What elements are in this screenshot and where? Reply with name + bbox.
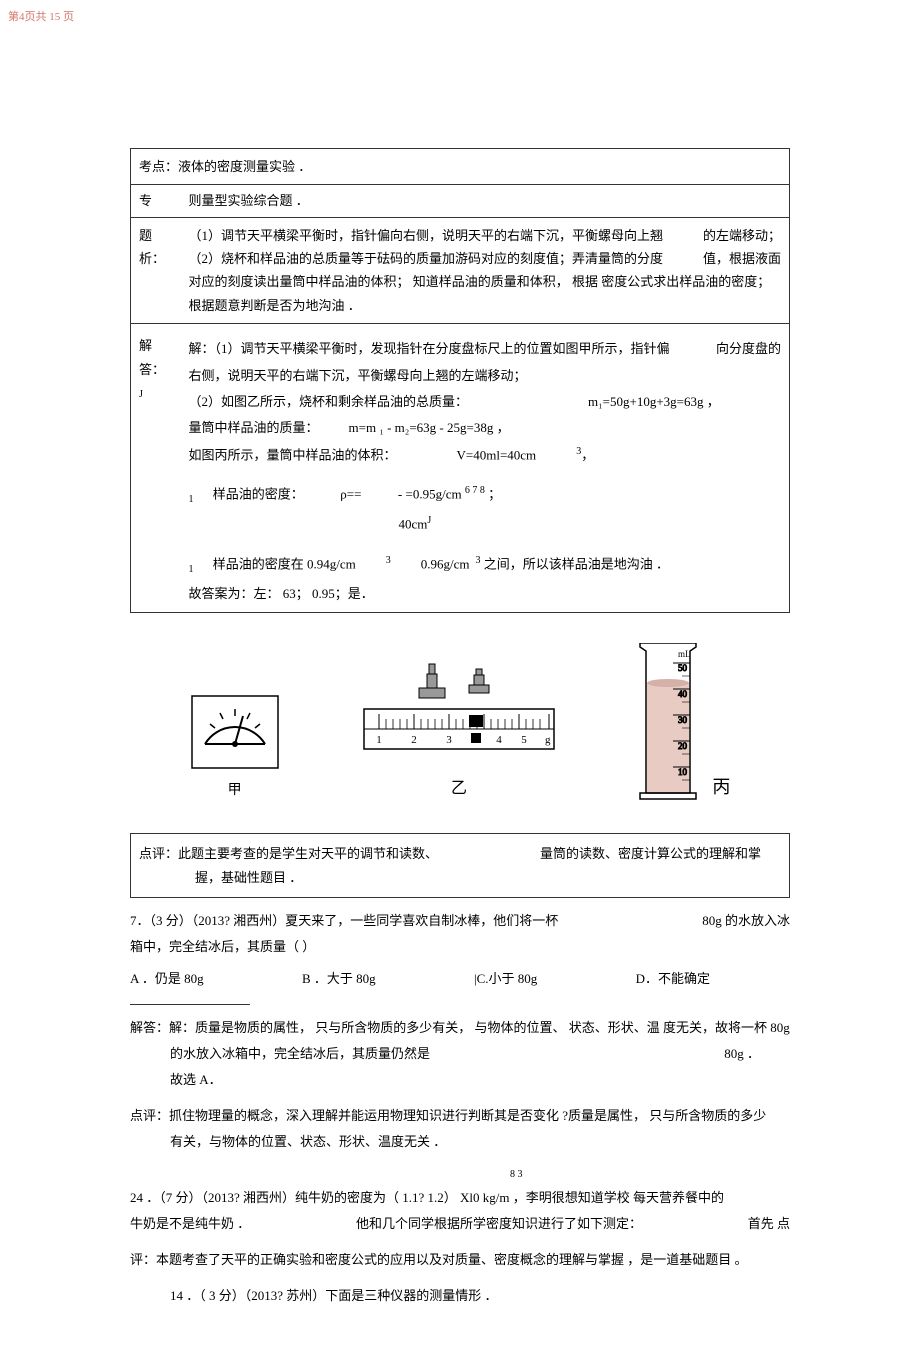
svg-text:30: 30 bbox=[678, 715, 688, 725]
solve-line: （2）如图乙所示，烧杯和剩余样品油的总质量： bbox=[189, 394, 469, 409]
main-content: 考点：液体的密度测量实验 ． 专 则量型实验综合题 ． 题析： （1）调节天平横… bbox=[0, 28, 920, 1309]
figure-jia: 甲 bbox=[190, 694, 280, 803]
svg-text:3: 3 bbox=[446, 734, 452, 746]
marker: 1 bbox=[189, 564, 194, 575]
graduated-cylinder-icon: mL 50 40 30 20 10 bbox=[638, 643, 698, 803]
solution-7: 解答：解：质量是物质的属性， 只与所含物质的多少有关， 与物体的位置、 状态、形… bbox=[130, 1015, 790, 1093]
solve-line: ； bbox=[488, 487, 501, 502]
solve-text: 的水放入冰箱中，完全结冰后，其质量仍然是 bbox=[170, 1041, 430, 1067]
q-text: 24 ．（7 分）（2013? 湘西州）纯牛奶的密度为（ 1.1? 1.2） X… bbox=[130, 1185, 790, 1211]
comment-box-1: 点评：此题主要考查的是学生对天平的调节和读数、 量筒的读数、密度计算公式的理解和… bbox=[130, 833, 790, 898]
analysis-line-suffix: 值，根据液面 bbox=[703, 247, 781, 270]
options-row: A ．仍是 80g B ．大于 80g |C.小于 80g D．不能确定 bbox=[130, 966, 790, 992]
svg-text:40: 40 bbox=[678, 689, 688, 699]
page-number-header: 第4页共 15 页 bbox=[0, 0, 920, 28]
solve-line: ρ== bbox=[340, 487, 361, 502]
q-text: 同学喜欢自制冰棒，他们将一杯 bbox=[376, 913, 558, 928]
solve-line: ， bbox=[581, 447, 594, 462]
comment-text: 有关，与物体的位置、状态、形状、温度无关 ． bbox=[130, 1129, 790, 1155]
solve-line: V=40ml=40cm bbox=[457, 447, 537, 462]
solve-line: 如图丙所示，量筒中样品油的体积： bbox=[189, 447, 397, 462]
analysis-line: 对应的刻度读出量筒中样品油的体积； 知道样品油的质量和体积， 根据 密度公式求出… bbox=[189, 270, 782, 293]
comment-text: 量筒的读数、密度计算公式的理解和掌 bbox=[540, 842, 761, 865]
q-text: 他和几个同学根据所学密度知识进行了如下测定： bbox=[356, 1211, 642, 1237]
q-text: 7．（3 分）（2013? 湘西州）夏天来了，一些 bbox=[130, 913, 376, 928]
analysis-line: （1）调节天平横梁平衡时，指针偏向右侧，说明天平的右端下沉，平衡螺母向上翘 bbox=[189, 224, 664, 247]
svg-text:mL: mL bbox=[678, 649, 691, 659]
denominator: 40cm bbox=[399, 517, 428, 532]
svg-text:1: 1 bbox=[376, 734, 382, 746]
comment-text: 握，基础性题目 ． bbox=[139, 866, 781, 889]
solve-content: 解：（1）调节天平横梁平衡时，发现指针在分度盘标尺上的位置如图甲所示，指针偏 向分… bbox=[181, 324, 790, 613]
comment-text: 抓住物理量的概念，深入理解并能运用物理知识进行判断其是否变化 ?质量是属性， 只… bbox=[169, 1108, 766, 1123]
figure-caption-yi: 乙 bbox=[359, 775, 559, 804]
figure-caption-jia: 甲 bbox=[190, 778, 280, 803]
figure-yi: 1 2 3 4 5 g 乙 bbox=[359, 659, 559, 804]
marker: 1 bbox=[189, 494, 194, 505]
solve-line: m₁=50g+10g+3g=63g ， bbox=[588, 394, 720, 409]
comment-text: 此题主要考查的是学生对天平的调节和读数、 bbox=[178, 846, 438, 861]
svg-text:50: 50 bbox=[678, 663, 688, 673]
balance-scale-icon: 1 2 3 4 5 g bbox=[359, 659, 559, 769]
q-text: 箱中，完全结冰后，其质量（ ） bbox=[130, 934, 790, 960]
sup-marks: 8 3 bbox=[130, 1165, 790, 1185]
solve-line: - =0.95g/cm bbox=[398, 487, 462, 502]
option-b: B ．大于 80g bbox=[302, 966, 376, 992]
solve-line: 故答案为：左： 63； 0.95；是． bbox=[189, 582, 782, 605]
option-d: D．不能确定 bbox=[636, 966, 710, 992]
solve-line: 右侧，说明天平的右端下沉，平衡螺母向上翘的左端移动； bbox=[189, 364, 782, 387]
solve-line: 样品油的密度： bbox=[213, 487, 304, 502]
topic-text: 液体的密度测量实验 ． bbox=[178, 159, 311, 174]
comment-7: 点评：抓住物理量的概念，深入理解并能运用物理知识进行判断其是否变化 ?质量是属性… bbox=[130, 1103, 790, 1155]
svg-text:20: 20 bbox=[678, 741, 688, 751]
solve-text: 解：质量是物质的属性， 只与所含物质的多少有关， 与物体的位置、 状态、形状、温… bbox=[169, 1020, 790, 1035]
solve-line: 向分度盘的 bbox=[716, 337, 781, 360]
topic-row: 考点：液体的密度测量实验 ． bbox=[131, 148, 790, 184]
solve-line: 之间，所以该样品油是地沟油 ． bbox=[481, 556, 670, 571]
balance-dial-icon bbox=[190, 694, 280, 770]
option-a: A ．仍是 80g bbox=[130, 966, 204, 992]
superscript: J bbox=[427, 515, 431, 526]
analysis-label: 题析： bbox=[131, 217, 181, 324]
final-comment: 评：本题考查了天平的正确实验和密度公式的应用以及对质量、密度概念的理解与掌握 ，… bbox=[130, 1247, 790, 1273]
analysis-line: （2）烧杯和样品油的总质量等于砝码的质量加游码对应的刻度值；弄清量筒的分度 bbox=[189, 247, 664, 270]
analysis-content: （1）调节天平横梁平衡时，指针偏向右侧，说明天平的右端下沉，平衡螺母向上翘 的左端… bbox=[181, 217, 790, 324]
figures-row: 甲 bbox=[130, 643, 790, 803]
superscript: 3 bbox=[386, 555, 391, 566]
superscript: 6 7 8 bbox=[465, 485, 485, 496]
figure-caption-bing: 丙 bbox=[712, 771, 730, 803]
special-content: 则量型实验综合题 ． bbox=[181, 185, 790, 217]
solve-text: 80g ． bbox=[724, 1041, 760, 1067]
svg-text:5: 5 bbox=[521, 734, 527, 746]
figure-bing: mL 50 40 30 20 10 丙 bbox=[638, 643, 730, 803]
option-c: |C.小于 80g bbox=[474, 966, 537, 992]
solve-label-text: 解答： bbox=[139, 338, 165, 376]
q-text: 80g 的水放入冰 bbox=[702, 908, 790, 934]
solve-line: 样品油的密度在 0.94g/cm bbox=[213, 556, 356, 571]
comment-label: 点评： bbox=[130, 1108, 169, 1123]
svg-text:4: 4 bbox=[496, 734, 502, 746]
divider bbox=[130, 1004, 250, 1005]
svg-text:2: 2 bbox=[411, 734, 417, 746]
q-text: 首先 点 bbox=[748, 1211, 790, 1237]
solve-text: 故选 A． bbox=[130, 1067, 790, 1093]
analysis-line: 根据题意判断是否为地沟油 ． bbox=[189, 294, 782, 317]
solve-label: 解答： bbox=[130, 1020, 169, 1035]
svg-text:10: 10 bbox=[678, 767, 688, 777]
question-14: 14 ．（ 3 分）（2013? 苏州）下面是三种仪器的测量情形 ． bbox=[130, 1283, 790, 1309]
analysis-table: 考点：液体的密度测量实验 ． 专 则量型实验综合题 ． 题析： （1）调节天平横… bbox=[130, 148, 790, 614]
solve-line: 0.96g/cm bbox=[421, 556, 470, 571]
question-7: 7．（3 分）（2013? 湘西州）夏天来了，一些同学喜欢自制冰棒，他们将一杯 … bbox=[130, 908, 790, 992]
svg-text:g: g bbox=[545, 734, 551, 746]
solve-line: 量筒中样品油的质量： bbox=[189, 420, 319, 435]
solve-line: m=m ₁ - m₂=63g - 25g=38g ， bbox=[349, 420, 510, 435]
question-24: 8 3 24 ．（7 分）（2013? 湘西州）纯牛奶的密度为（ 1.1? 1.… bbox=[130, 1165, 790, 1237]
analysis-line-suffix: 的左端移动； bbox=[703, 224, 781, 247]
special-label: 专 bbox=[131, 185, 181, 217]
q-text: 牛奶是不是纯牛奶 ． bbox=[130, 1211, 250, 1237]
comment-label: 点评： bbox=[139, 846, 178, 861]
solve-label: 解答： J bbox=[131, 324, 181, 613]
topic-label: 考点： bbox=[139, 159, 178, 174]
solve-line: 解：（1）调节天平横梁平衡时，发现指针在分度盘标尺上的位置如图甲所示，指针偏 bbox=[189, 337, 670, 360]
